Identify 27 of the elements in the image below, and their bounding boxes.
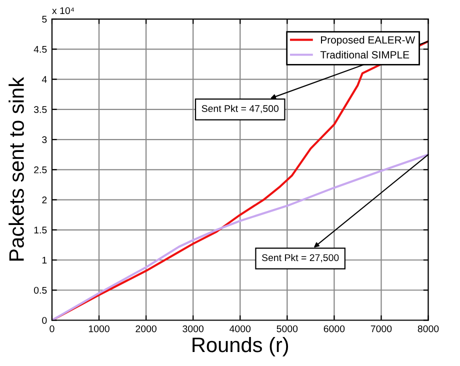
y-tick-label: 4 bbox=[42, 76, 47, 83]
y-tick-label: 1 bbox=[42, 256, 47, 264]
y-tick-label: 2.5 bbox=[34, 166, 47, 174]
x-tick-label: 5000 bbox=[276, 325, 298, 332]
x-tick-label: 8000 bbox=[418, 325, 439, 332]
y-tick-label: 5 bbox=[42, 16, 47, 23]
y-tick-label: 0.5 bbox=[34, 286, 47, 294]
y-tick-label: 1.5 bbox=[34, 226, 47, 234]
legend-label: Traditional SIMPLE bbox=[320, 50, 410, 59]
x-tick-label: 3000 bbox=[182, 325, 204, 332]
x-tick-label: 2000 bbox=[136, 325, 156, 332]
x-tick-label: 4000 bbox=[230, 325, 251, 332]
y-tick-label: 3.5 bbox=[34, 106, 47, 114]
x-axis-title: Rounds (r) bbox=[192, 336, 288, 356]
x-tick-label: 0 bbox=[50, 325, 54, 332]
x-tick-label: 7000 bbox=[370, 325, 392, 332]
y-tick-label: 2 bbox=[42, 196, 47, 204]
legend-label: Proposed EALER-W bbox=[321, 36, 416, 46]
y-tick-label: 4.5 bbox=[34, 46, 47, 53]
annotation: Sent Pkt = 47,500 bbox=[202, 104, 279, 114]
x-tick-label: 1000 bbox=[88, 325, 110, 332]
text: x 10⁴ bbox=[52, 7, 74, 14]
y-tick-label: 0 bbox=[42, 316, 47, 324]
y-axis-title: Packets sent to sink bbox=[8, 76, 24, 261]
y-tick-label: 3 bbox=[42, 136, 47, 144]
annotation: Sent Pkt = 27,500 bbox=[262, 254, 339, 262]
x-tick-label: 6000 bbox=[324, 325, 345, 332]
